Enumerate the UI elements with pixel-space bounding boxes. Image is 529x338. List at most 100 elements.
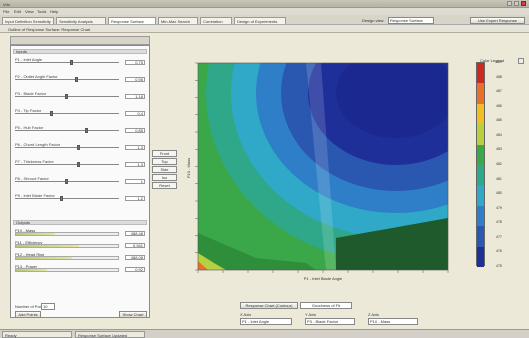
slider-thumb[interactable] [70, 60, 73, 65]
slider-track[interactable] [15, 147, 119, 148]
output-value-field: 488.08 [125, 255, 145, 260]
view-iso-button[interactable]: Iso [152, 174, 177, 181]
slider-thumb[interactable] [65, 94, 68, 99]
minimize-icon[interactable] [507, 1, 512, 6]
z-axis-select[interactable]: P10 - Mass [368, 318, 418, 325]
legend-tick-label: 487 [496, 89, 502, 94]
slider-track[interactable] [15, 79, 119, 80]
pin-icon[interactable] [518, 58, 524, 64]
points-input[interactable]: 10 [41, 303, 55, 310]
contour-core [336, 63, 448, 138]
input-value-field[interactable]: 1.3 [125, 162, 145, 167]
y-axis-select[interactable]: P3 - Blade Factor [305, 318, 355, 325]
x-axis-select-label: X Axis [240, 312, 252, 317]
input-value-field[interactable]: 0.85 [125, 128, 145, 133]
slider-thumb[interactable] [77, 145, 80, 150]
input-label: P8 - Shroud Factor [15, 176, 49, 181]
input-value-field[interactable]: 0.95 [125, 77, 145, 82]
contour-chart[interactable]: P1 - Inlet Blade Angle P10 - Mass [186, 58, 461, 283]
output-label: P11 - Efficiency [15, 240, 43, 245]
output-row: P13 - Power 0.92 [15, 264, 145, 273]
menu-item-view[interactable]: View [25, 9, 34, 14]
show-chart-button[interactable]: Show Chart [119, 311, 147, 318]
input-value-field[interactable]: 1.18 [125, 94, 145, 99]
view-reset-button[interactable]: Reset [152, 182, 177, 189]
output-label: P10 - Mass [15, 228, 36, 233]
slider-thumb[interactable] [77, 162, 80, 167]
menu-item-tools[interactable]: Tools [37, 9, 47, 14]
slider-thumb[interactable] [85, 128, 88, 133]
input-value-field[interactable]: 1.3 [125, 145, 145, 150]
slider-thumb[interactable] [60, 196, 63, 201]
input-value-field[interactable]: 0.4 [125, 111, 145, 116]
tab-goodness-of-fit[interactable]: Goodness of Fit [300, 302, 352, 309]
tool-tab-bar: Input Definition Sensitivity Sensitivity… [0, 15, 529, 25]
legend-swatch [477, 165, 484, 186]
input-slider-row: P5 - Hub Factor 0.85 [15, 125, 145, 134]
legend-swatch [477, 83, 484, 105]
input-slider-row: P1 - Inlet Angle 0.75 [15, 57, 145, 66]
tab-sensitivity-analysis[interactable]: Sensitivity Analysis [56, 17, 106, 24]
output-level-bar [15, 256, 119, 260]
output-level-fill [16, 233, 55, 235]
legend-tick-label: 486 [496, 103, 502, 108]
slider-track[interactable] [15, 198, 119, 199]
contour-band-lower-left [198, 233, 316, 270]
slider-thumb[interactable] [65, 179, 68, 184]
tab-correlation[interactable]: Correlation [200, 17, 232, 24]
use-expert-response-button[interactable]: Use Expert Response [470, 17, 525, 24]
z-axis-select-label: Z Axis [368, 312, 379, 317]
status-bar: Ready Response Surface Updated [0, 329, 529, 338]
input-label: P3 - Blade Factor [15, 91, 47, 96]
legend-tick-label: 481 [496, 176, 502, 181]
legend-swatch [477, 124, 484, 146]
parameters-panel: Inputs P1 - Inlet Angle 0.75 P2 - Outlet A… [10, 45, 150, 318]
menu-item-edit[interactable]: Edit [14, 9, 21, 14]
output-level-bar [15, 244, 119, 248]
menu-item-file[interactable]: File [3, 9, 10, 14]
close-icon[interactable] [521, 1, 526, 6]
tab-input-definition[interactable]: Input Definition Sensitivity [2, 17, 54, 24]
status-item-ready: Ready [2, 331, 72, 338]
output-value-field: 0.941 [125, 243, 145, 248]
slider-thumb[interactable] [75, 77, 78, 82]
color-legend: 489 488 487 486 485 484 483 482 481 480 479 478 477 4… [476, 60, 502, 268]
input-value-field[interactable]: 1 [125, 179, 145, 184]
input-label: P2 - Outlet Angle Factor [15, 74, 58, 79]
input-value-field[interactable]: 0.75 [125, 60, 145, 65]
maximize-icon[interactable] [514, 1, 519, 6]
tab-min-max-search[interactable]: Min-Max Search [158, 17, 198, 24]
view-side-button[interactable]: Side [152, 166, 177, 173]
input-slider-row: P8 - Shroud Factor 1 [15, 176, 145, 185]
y-axis-select-label: Y Axis [305, 312, 317, 317]
legend-swatch [477, 144, 484, 166]
slider-track[interactable] [15, 62, 119, 63]
slider-thumb[interactable] [50, 111, 53, 116]
add-points-button[interactable]: Add Points [15, 311, 41, 318]
tab-design-of-experiments[interactable]: Design of Experiments [234, 17, 286, 24]
legend-swatch [477, 246, 484, 268]
outputs-header: Outputs [13, 220, 147, 225]
slider-track[interactable] [15, 130, 119, 131]
tab-response-surface[interactable]: Response Surface [108, 17, 156, 24]
view-front-button[interactable]: Front [152, 150, 177, 157]
contour-seam [306, 63, 336, 270]
legend-tick-label: 480 [496, 191, 502, 196]
view-top-button[interactable]: Top [152, 158, 177, 165]
input-label: P4 - Tip Factor [15, 108, 42, 113]
tab-response-chart[interactable]: Response Chart (Contour) [240, 302, 298, 309]
slider-track[interactable] [15, 113, 119, 114]
slider-track[interactable] [15, 164, 119, 165]
inputs-header: Inputs [13, 49, 147, 54]
x-axis-select[interactable]: P1 - Inlet Angle [240, 318, 292, 325]
legend-swatch [477, 205, 484, 227]
input-slider-row: P2 - Outlet Angle Factor 0.95 [15, 74, 145, 83]
legend-tick-label: 479 [496, 205, 502, 210]
x-axis-label: P1 - Inlet Blade Angle [304, 276, 343, 281]
input-slider-row: P6 - Chord Length Factor 1.3 [15, 142, 145, 151]
legend-swatch [477, 185, 484, 207]
menu-item-help[interactable]: Help [50, 9, 59, 14]
design-view-select[interactable]: Response Surface [388, 17, 434, 24]
legend-tick-label: 488 [496, 74, 502, 79]
input-value-field[interactable]: 1.2 [125, 196, 145, 201]
